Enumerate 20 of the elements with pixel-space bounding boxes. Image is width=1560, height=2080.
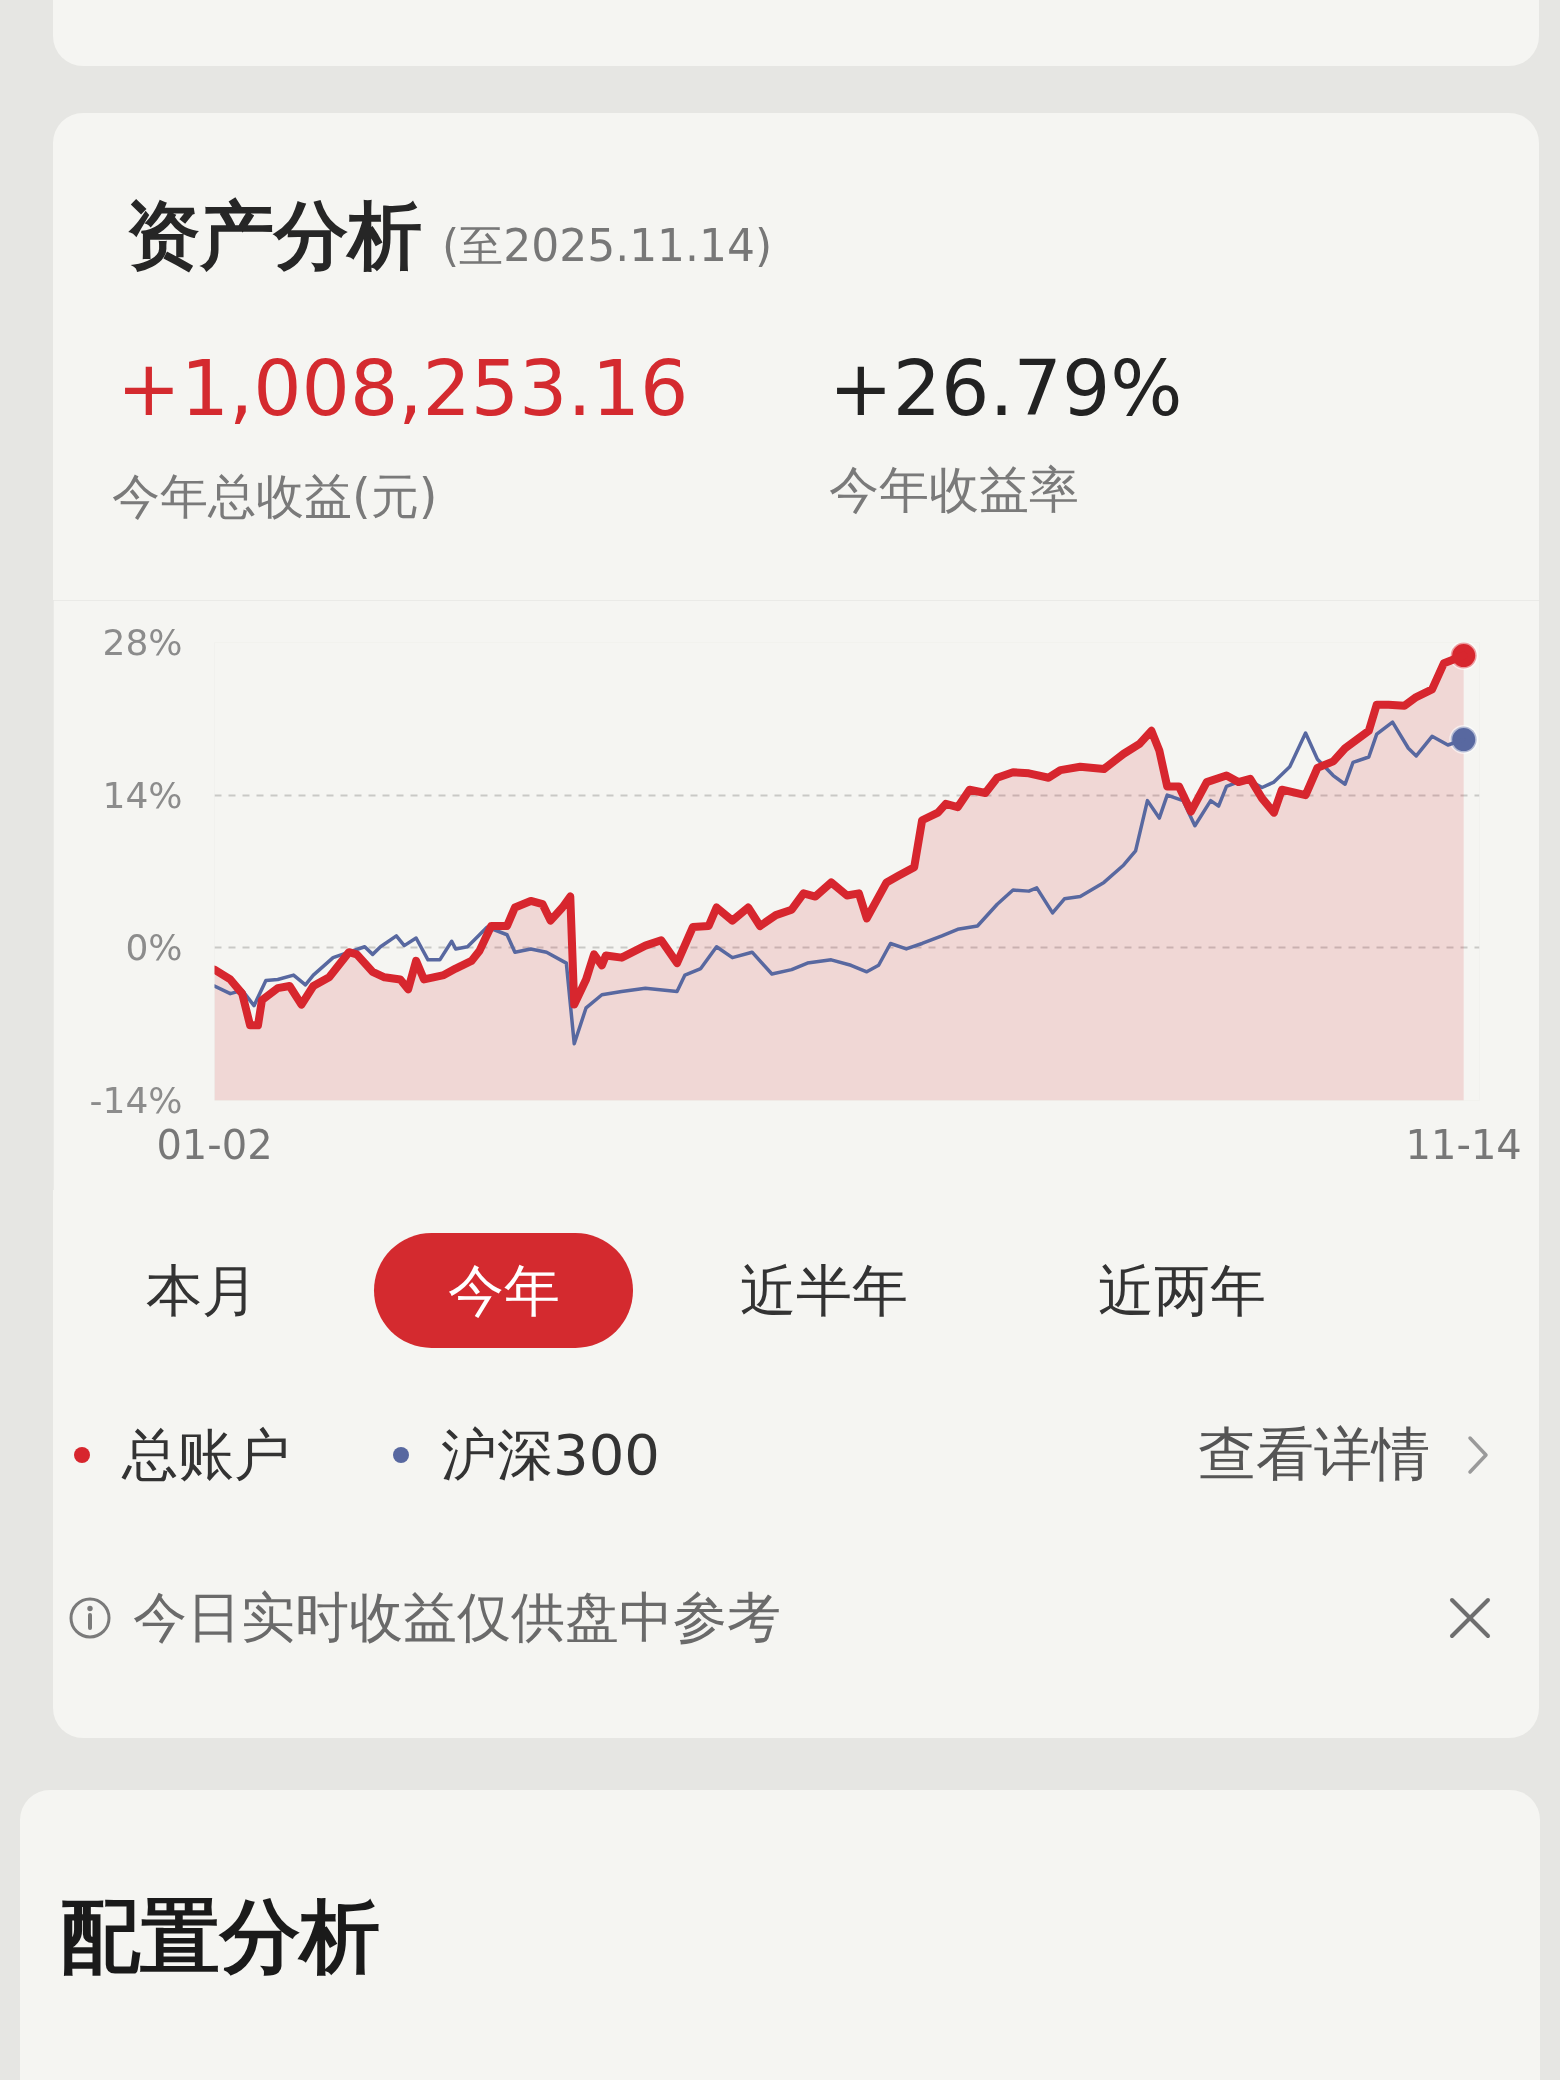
text: 近半年 xyxy=(740,1257,908,1325)
chart-title: 资产分析 xyxy=(126,191,422,280)
text: 今日实时收益仅供盘中参考 xyxy=(133,1586,781,1651)
y-tick-label: -14% xyxy=(89,1080,183,1121)
text: 今年总收益(元) xyxy=(112,468,438,526)
text: 本月 xyxy=(146,1257,258,1325)
y-tick-label: 14% xyxy=(102,774,183,816)
y-tick-label: 0% xyxy=(125,927,183,969)
text: 查看详情 xyxy=(1198,1420,1430,1490)
text: 今年收益率 xyxy=(829,460,1079,520)
x-tick-label: 01-02 xyxy=(156,1121,273,1168)
chart-subtitle: (至2025.11.14) xyxy=(442,220,773,273)
x-tick-label: 11-14 xyxy=(1405,1121,1522,1168)
text: +1,008,253.16 xyxy=(117,343,689,435)
legend-label: 总账户 xyxy=(122,1421,290,1489)
text: +26.79% xyxy=(829,343,1183,435)
text: 配置分析 xyxy=(60,1889,380,1985)
y-tick-label: 28% xyxy=(102,622,183,663)
text: 近两年 xyxy=(1098,1257,1266,1325)
legend-label: 沪深300 xyxy=(441,1421,660,1489)
